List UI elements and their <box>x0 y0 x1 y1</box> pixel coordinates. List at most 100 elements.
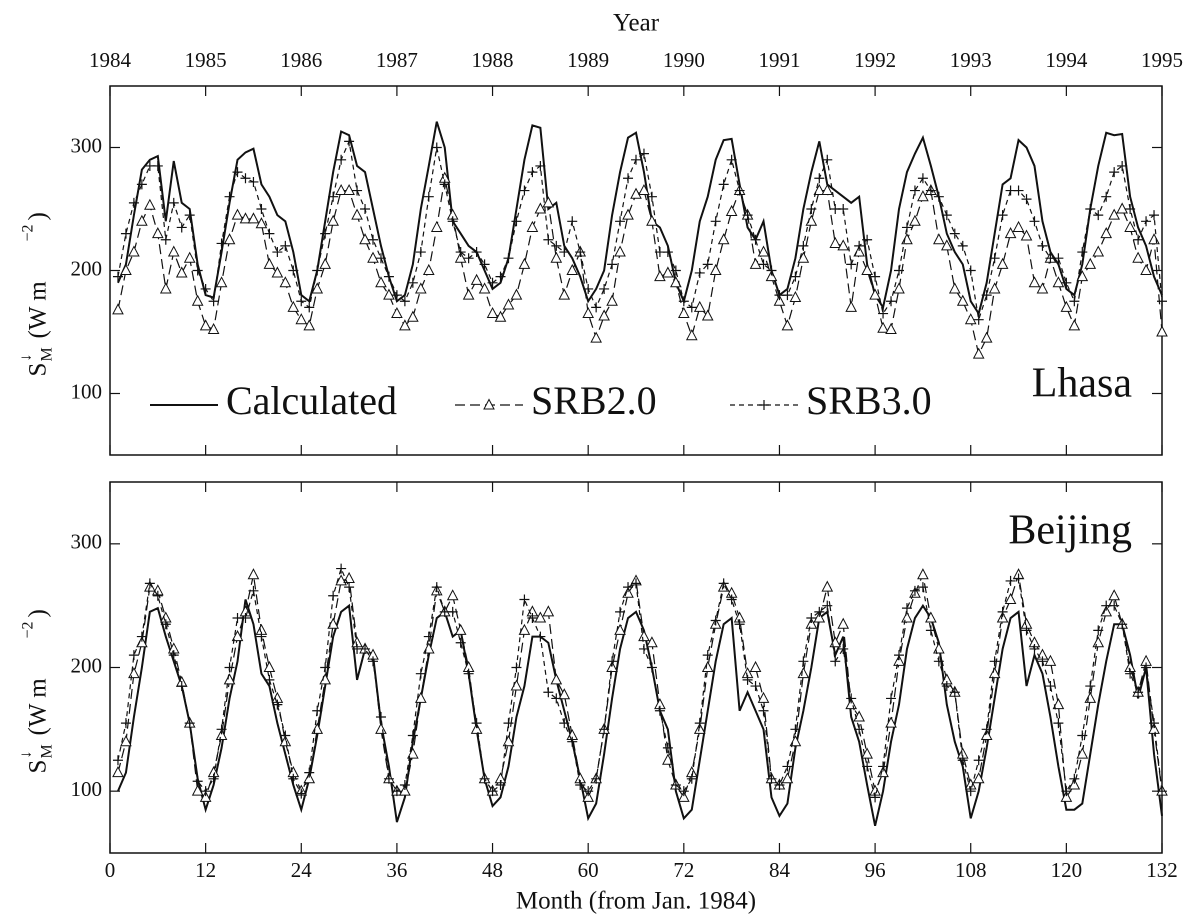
marker-plus <box>686 773 697 784</box>
x-tick-label: 96 <box>865 858 886 882</box>
marker-plus <box>503 718 514 729</box>
marker-plus <box>519 185 530 196</box>
marker-plus <box>870 792 881 803</box>
marker-plus <box>662 247 673 258</box>
marker-triangle <box>223 233 236 245</box>
marker-plus <box>1077 730 1088 741</box>
marker-triangle <box>191 784 204 796</box>
marker-triangle <box>1132 251 1144 263</box>
marker-plus <box>1037 656 1048 667</box>
y-axis-title: S↓ M (W m −2) <box>18 609 56 773</box>
marker-triangle <box>470 273 483 285</box>
marker-plus <box>256 204 267 214</box>
marker-plus <box>750 234 761 245</box>
marker-plus <box>925 625 936 636</box>
series-line <box>117 121 1163 317</box>
marker-plus <box>886 693 897 704</box>
marker-plus <box>694 718 705 729</box>
marker-plus <box>296 788 307 799</box>
marker-plus <box>240 173 251 184</box>
marker-triangle <box>948 282 961 294</box>
y-label-exp: −2 <box>20 224 37 241</box>
marker-plus <box>176 681 187 692</box>
marker-plus <box>1069 773 1080 784</box>
x-tick-label: 60 <box>578 858 599 882</box>
top-tick-label: 1987 <box>376 48 418 72</box>
marker-triangle <box>486 306 499 319</box>
marker-plus <box>654 705 665 716</box>
marker-plus <box>272 699 283 710</box>
y-label-unit: (W m <box>25 678 52 736</box>
marker-plus <box>790 724 801 735</box>
marker-triangle <box>494 310 507 322</box>
marker-triangle <box>590 331 602 343</box>
marker-triangle <box>901 611 913 623</box>
marker-plus <box>192 265 203 276</box>
marker-plus <box>1125 668 1136 679</box>
y-tick-label: 300 <box>71 530 103 554</box>
marker-plus <box>870 271 881 282</box>
marker-triangle <box>375 722 387 734</box>
marker-triangle <box>956 294 969 306</box>
marker-plus <box>383 773 394 784</box>
marker-plus <box>1013 573 1024 584</box>
y-tick-label: 100 <box>71 777 103 801</box>
marker-plus <box>447 216 458 227</box>
marker-plus <box>997 606 1008 617</box>
marker-plus <box>136 631 147 642</box>
marker-plus <box>909 185 920 196</box>
marker-plus <box>399 779 410 790</box>
marker-triangle <box>1148 233 1160 245</box>
marker-triangle <box>1028 276 1041 288</box>
marker-plus <box>128 650 139 661</box>
marker-plus <box>551 240 562 251</box>
marker-plus <box>264 228 275 239</box>
marker-triangle <box>1092 636 1105 648</box>
marker-triangle <box>470 722 483 734</box>
marker-plus <box>1157 786 1167 797</box>
marker-plus <box>909 585 920 596</box>
marker-triangle <box>1100 227 1113 239</box>
marker-triangle <box>144 198 156 210</box>
marker-plus <box>1085 204 1096 214</box>
marker-plus <box>814 606 825 617</box>
marker-triangle <box>1084 691 1097 703</box>
marker-triangle <box>343 571 355 583</box>
marker-plus <box>638 148 649 159</box>
marker-triangle <box>422 263 435 275</box>
series-line <box>117 572 1163 800</box>
marker-plus <box>710 615 721 626</box>
marker-plus <box>894 650 904 661</box>
y-label-symbol: S <box>25 363 52 377</box>
marker-plus <box>535 160 546 171</box>
marker-triangle <box>231 208 244 220</box>
marker-triangle <box>175 266 188 278</box>
marker-plus <box>862 761 873 772</box>
marker-triangle <box>199 790 212 802</box>
marker-triangle <box>542 196 555 208</box>
marker-plus <box>989 253 1000 264</box>
marker-triangle <box>191 294 204 306</box>
marker-triangle <box>391 306 403 319</box>
top-tick-label: 1988 <box>472 48 514 72</box>
marker-plus <box>511 662 522 673</box>
marker-triangle <box>112 766 124 778</box>
marker-triangle <box>677 790 690 802</box>
x-tick-label: 36 <box>386 858 407 882</box>
marker-plus <box>638 643 649 654</box>
marker-plus <box>798 240 809 251</box>
marker-plus <box>431 582 442 593</box>
marker-triangle <box>1124 220 1136 232</box>
marker-plus <box>136 179 147 190</box>
marker-plus <box>383 271 394 282</box>
top-tick-label: 1984 <box>89 48 132 72</box>
marker-plus <box>344 582 355 593</box>
marker-plus <box>1021 625 1032 636</box>
marker-triangle <box>693 300 706 312</box>
marker-plus <box>702 650 713 661</box>
marker-triangle <box>239 212 252 224</box>
marker-plus <box>782 761 793 772</box>
marker-plus <box>479 773 490 784</box>
series-line <box>117 139 1163 320</box>
